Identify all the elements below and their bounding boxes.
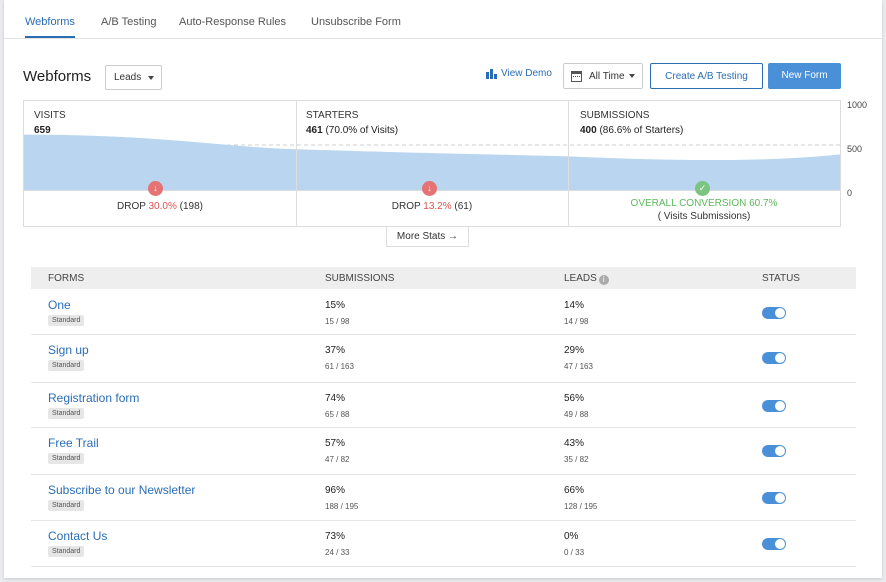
drop-arrow-icon: ↓ — [148, 181, 163, 196]
more-stats-button[interactable]: More Stats → — [386, 227, 469, 247]
new-form-button[interactable]: New Form — [768, 63, 841, 89]
leads-fraction: 14 / 98 — [564, 317, 589, 326]
leads-select-value: Leads — [114, 72, 142, 83]
bar-chart-icon — [486, 68, 497, 79]
time-filter-select[interactable]: All Time — [563, 63, 643, 89]
table-row: Subscribe to our Newsletter Standard 96% 18… — [31, 475, 856, 521]
axis-tick-500: 500 — [847, 144, 863, 154]
column-header-leads[interactable]: LEADS i — [564, 273, 609, 285]
form-name-link[interactable]: Subscribe to our Newsletter — [48, 483, 196, 497]
form-type-badge: Standard — [48, 453, 85, 464]
column-header-forms: FORMS — [48, 273, 85, 284]
webforms-page: Webforms A/B Testing Auto-Response Rules… — [4, 0, 882, 578]
submissions-fraction: 24 / 33 — [325, 548, 350, 557]
submissions-label: SUBMISSIONS — [580, 110, 650, 121]
check-icon: ✓ — [695, 181, 710, 196]
submissions-percent: 96% — [325, 485, 346, 496]
drop-arrow-icon: ↓ — [422, 181, 437, 196]
leads-percent: 0% — [564, 531, 579, 542]
leads-percent: 14% — [564, 300, 585, 311]
form-name-link[interactable]: Registration form — [48, 391, 140, 405]
view-demo-label: View Demo — [501, 68, 552, 79]
leads-fraction: 35 / 82 — [564, 455, 589, 464]
visits-value: 659 — [34, 125, 51, 136]
table-row: Registration form Standard 74% 65 / 88 56% 49… — [31, 383, 856, 428]
column-divider — [296, 190, 297, 226]
visits-label: VISITS — [34, 110, 66, 121]
status-toggle[interactable] — [762, 352, 786, 364]
form-type-badge: Standard — [48, 360, 85, 371]
info-icon: i — [598, 275, 609, 285]
leads-fraction: 47 / 163 — [564, 362, 593, 371]
table-row: One Standard 15% 15 / 98 14% 14 / 98 — [31, 290, 856, 335]
submissions-fraction: 188 / 195 — [325, 502, 359, 511]
table-row: Free Trail Standard 57% 47 / 82 43% 35 / 82 — [31, 428, 856, 475]
column-divider — [568, 101, 569, 226]
starters-value: 461 (70.0% of Visits) — [306, 125, 399, 136]
column-header-status: STATUS — [762, 273, 800, 284]
drop-starters-to-submissions: DROP 13.2% (61) — [391, 201, 473, 212]
leads-fraction: 128 / 195 — [564, 502, 598, 511]
leads-percent: 56% — [564, 393, 585, 404]
form-name-link[interactable]: Free Trail — [48, 436, 99, 450]
table-row: Contact Us Standard 73% 24 / 33 0% 0 / 33 — [31, 521, 856, 567]
form-type-badge: Standard — [48, 315, 85, 326]
submissions-percent: 73% — [325, 531, 346, 542]
funnel-area-chart — [24, 134, 840, 190]
form-type-badge: Standard — [48, 500, 85, 511]
submissions-percent: 57% — [325, 438, 346, 449]
table-row: Sign up Standard 37% 61 / 163 29% 47 / 163 — [31, 335, 856, 383]
create-ab-testing-button[interactable]: Create A/B Testing — [650, 63, 763, 89]
status-toggle[interactable] — [762, 538, 786, 550]
page-title: Webforms — [23, 68, 92, 85]
axis-tick-0: 0 — [847, 188, 853, 198]
drop-visits-to-starters: DROP 30.0% (198) — [117, 201, 203, 212]
status-toggle[interactable] — [762, 492, 786, 504]
tab-webforms[interactable]: Webforms — [25, 16, 75, 28]
form-name-link[interactable]: Sign up — [48, 343, 89, 357]
leads-percent: 29% — [564, 345, 585, 356]
form-type-badge: Standard — [48, 408, 85, 419]
submissions-percent: 37% — [325, 345, 346, 356]
tab-ab-testing[interactable]: A/B Testing — [101, 16, 157, 28]
form-name-link[interactable]: Contact Us — [48, 529, 108, 543]
table-header: FORMS SUBMISSIONS LEADS i STATUS — [31, 267, 856, 289]
status-toggle[interactable] — [762, 400, 786, 412]
axis-tick-1000: 1000 — [847, 100, 868, 110]
tab-auto-response-rules[interactable]: Auto-Response Rules — [179, 16, 287, 28]
stats-footer — [24, 190, 840, 226]
form-name-link[interactable]: One — [48, 298, 71, 312]
chevron-down-icon — [148, 76, 154, 80]
form-type-badge: Standard — [48, 546, 85, 557]
active-tab-indicator — [25, 36, 75, 38]
overall-conversion: OVERALL CONVERSION 60.7% ( Visits Submis… — [630, 198, 778, 222]
submissions-fraction: 15 / 98 — [325, 317, 350, 326]
leads-select[interactable]: Leads — [105, 65, 162, 90]
column-header-submissions[interactable]: SUBMISSIONS — [325, 273, 395, 284]
submissions-percent: 15% — [325, 300, 346, 311]
status-toggle[interactable] — [762, 445, 786, 457]
starters-label: STARTERS — [306, 110, 359, 121]
chevron-down-icon — [629, 74, 635, 78]
column-divider — [568, 190, 569, 226]
submissions-fraction: 65 / 88 — [325, 410, 350, 419]
tab-unsubscribe-form[interactable]: Unsubscribe Form — [311, 16, 401, 28]
submissions-value: 400 (86.6% of Starters) — [580, 125, 684, 136]
calendar-icon — [571, 71, 582, 82]
status-toggle[interactable] — [762, 307, 786, 319]
leads-fraction: 0 / 33 — [564, 548, 585, 557]
leads-percent: 43% — [564, 438, 585, 449]
funnel-stats-panel: VISITS 659 STARTERS 461 (70.0% of Visits… — [23, 100, 841, 227]
funnel-area — [24, 134, 840, 190]
leads-percent: 66% — [564, 485, 585, 496]
leads-fraction: 49 / 88 — [564, 410, 589, 419]
tab-bar: Webforms A/B Testing Auto-Response Rules… — [4, 0, 882, 39]
submissions-percent: 74% — [325, 393, 346, 404]
submissions-fraction: 47 / 82 — [325, 455, 350, 464]
view-demo-link[interactable]: View Demo — [486, 68, 552, 79]
submissions-fraction: 61 / 163 — [325, 362, 354, 371]
column-divider — [296, 101, 297, 226]
time-filter-value: All Time — [589, 71, 625, 82]
